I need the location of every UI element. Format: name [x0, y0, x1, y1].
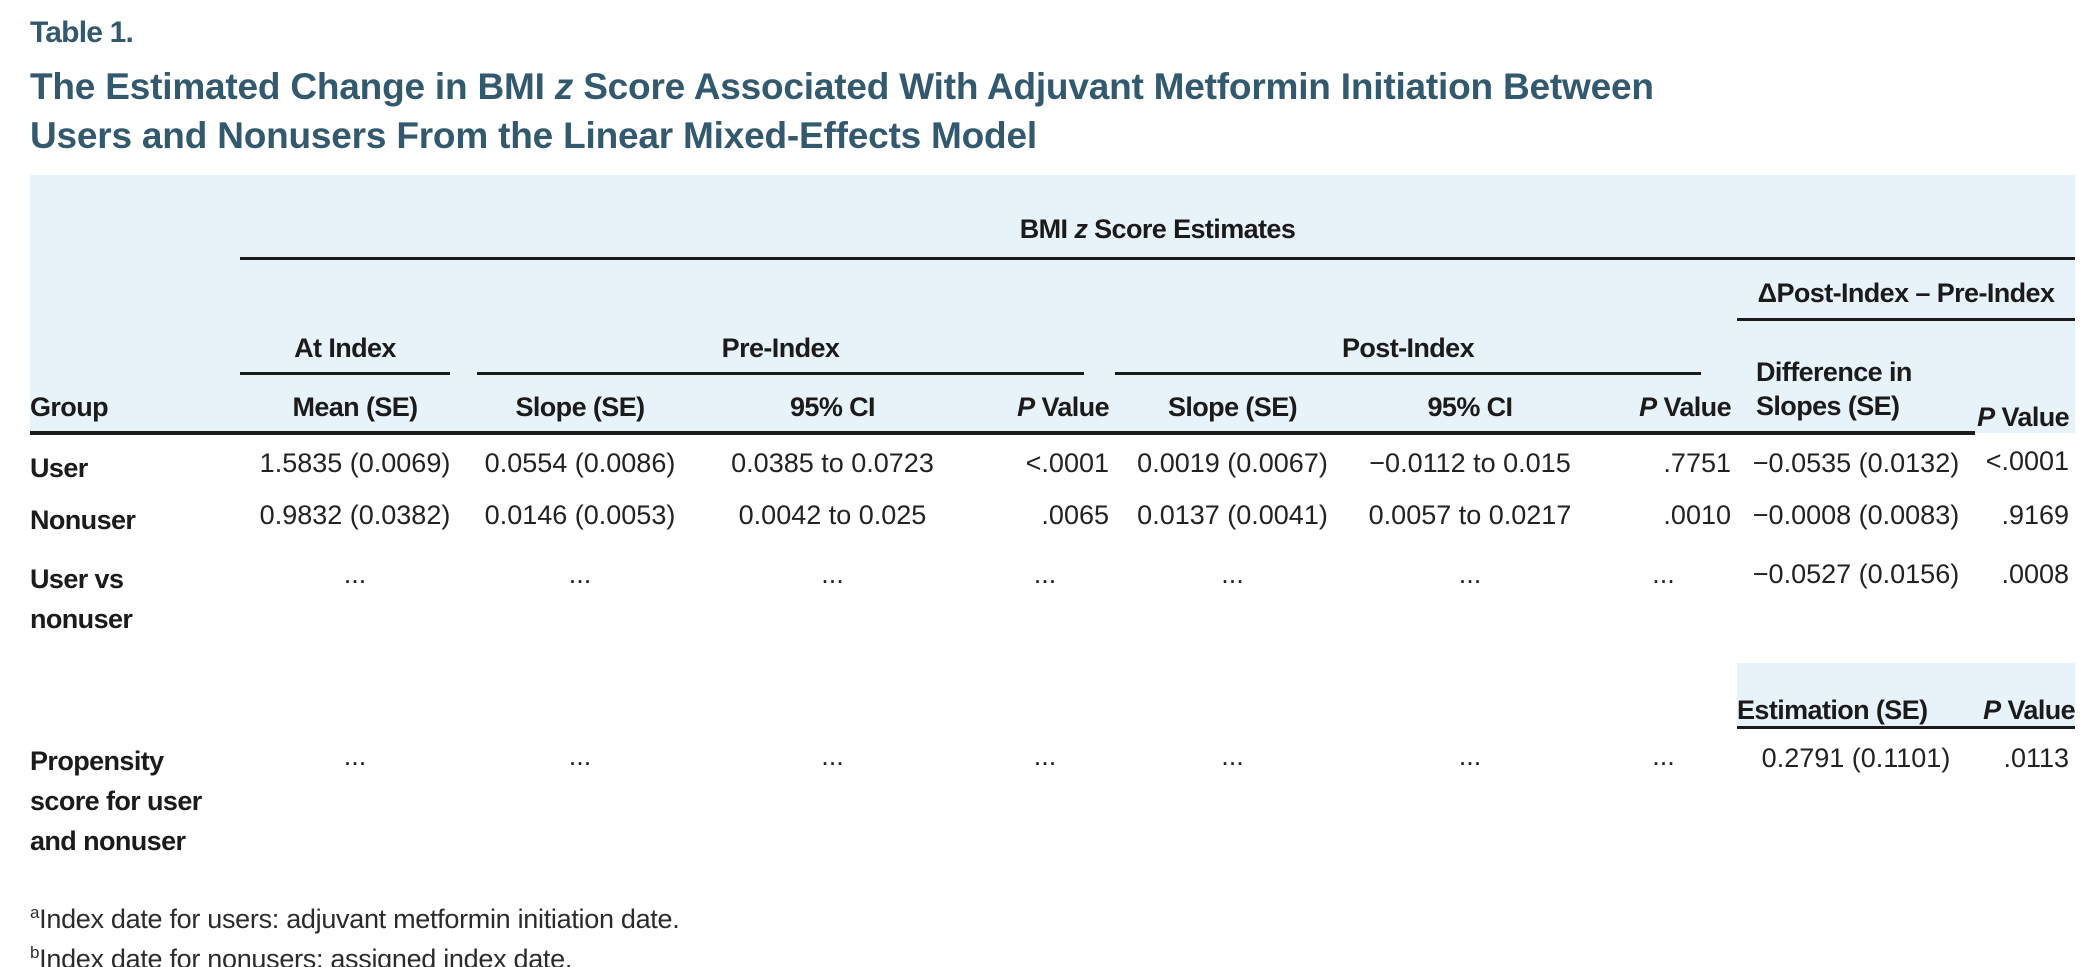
header-spacer	[30, 258, 240, 320]
cell-prop-post-slope: ...	[1221, 741, 1244, 771]
estimation-subheader-row: Estimation (SE) P Value	[30, 662, 2076, 729]
cell-prop-mean: ...	[343, 741, 367, 771]
header-slope-se-post: Slope (SE)	[1115, 374, 1350, 435]
cell-nonuser-post-slope: 0.0137 (0.0041)	[1137, 499, 1328, 530]
header-difference-in-slopes: Difference in Slopes (SE)	[1737, 319, 1975, 435]
header-mean-se: Mean (SE)	[240, 374, 470, 435]
header-delta-post-minus-pre: ΔPost-Index – Pre-Index	[1737, 258, 2076, 321]
header-p-value-pre: P Value	[975, 374, 1115, 435]
cell-user-pre-ci: 0.0385 to 0.0723	[731, 447, 934, 478]
cell-prop-estimation: 0.2791 (0.1101)	[1761, 742, 1951, 773]
cell-uvn-pre-p: ...	[1033, 558, 1057, 589]
cell-user-post-slope: 0.0019 (0.0067)	[1137, 447, 1328, 478]
header-pre-index: Pre-Index	[470, 319, 1115, 375]
cell-uvn-diff-p: .0008	[2001, 558, 2070, 589]
cell-user-diff-p: <.0001	[1985, 445, 2070, 476]
cell-user-post-p: .7751	[1663, 447, 1731, 478]
cell-uvn-mean: ...	[343, 558, 367, 589]
row-label-nonuser: Nonuser	[30, 504, 136, 535]
header-ci-pre: 95% CI	[690, 374, 975, 435]
cell-uvn-pre-ci: ...	[821, 558, 844, 589]
cell-uvn-post-ci: ...	[1458, 558, 1482, 589]
cell-nonuser-post-ci: 0.0057 to 0.0217	[1368, 499, 1572, 530]
footnote-marker-a: a	[30, 903, 40, 922]
table-header: BMI z Score Estimates ΔPost-Index – Pre-…	[30, 175, 2076, 435]
table-content: Table 1. The Estimated Change in BMI z S…	[30, 0, 2076, 967]
header-ci-post: 95% CI	[1350, 374, 1590, 435]
cell-prop-post-ci: ...	[1458, 741, 1482, 771]
footnotes: aIndex date for users: adjuvant metformi…	[30, 899, 2075, 967]
cell-uvn-diff-slopes: −0.0527 (0.0156)	[1752, 558, 1960, 589]
row-label-user: User	[30, 452, 88, 483]
cell-uvn-pre-slope: ...	[568, 558, 592, 589]
cell-uvn-post-slope: ...	[1221, 558, 1244, 589]
header-spacer	[30, 319, 240, 375]
footnote-a: aIndex date for users: adjuvant metformi…	[30, 903, 680, 934]
data-table: BMI z Score Estimates ΔPost-Index – Pre-…	[30, 175, 2076, 872]
header-p-value-post: P Value	[1590, 374, 1737, 435]
cell-prop-pre-p: ...	[1033, 741, 1057, 771]
table-row-propensity: Propensity score for user and nonuser ..…	[30, 727, 2075, 871]
table-row-user-vs-nonuser: User vs nonuser ... ... ... ... ... ... …	[30, 546, 2075, 663]
cell-user-pre-slope: 0.0554 (0.0086)	[484, 447, 676, 478]
cell-user-pre-p: <.0001	[1025, 447, 1109, 478]
cell-user-diff-slopes: −0.0535 (0.0132)	[1752, 447, 1960, 478]
cell-prop-pre-slope: ...	[568, 741, 592, 771]
cell-prop-pre-ci: ...	[821, 741, 844, 771]
table-row-nonuser: Nonuser 0.9832 (0.0382) 0.0146 (0.0053) …	[30, 494, 2075, 546]
header-at-index: At Index	[240, 319, 470, 375]
header-group: Group	[30, 374, 240, 435]
header-p-value-delta: P Value	[1975, 319, 2076, 433]
table-title: The Estimated Change in BMI z Score Asso…	[30, 62, 2030, 160]
cell-nonuser-pre-slope: 0.0146 (0.0053)	[484, 499, 676, 530]
cell-nonuser-mean: 0.9832 (0.0382)	[259, 499, 451, 530]
footnote-b: bIndex date for nonusers: assigned index…	[30, 943, 573, 967]
row-label-user-vs-nonuser: User vs nonuser	[30, 563, 133, 634]
title-z-italic: z	[554, 66, 574, 107]
cell-nonuser-pre-p: .0065	[1041, 499, 1109, 530]
header-slope-se-pre: Slope (SE)	[470, 374, 690, 435]
header-empty-corner	[30, 175, 240, 259]
cell-nonuser-pre-ci: 0.0042 to 0.025	[738, 499, 927, 530]
cell-uvn-post-p: ...	[1652, 558, 1675, 589]
cell-nonuser-post-p: .0010	[1663, 499, 1731, 530]
cell-prop-post-p: ...	[1652, 741, 1675, 771]
cell-user-mean: 1.5835 (0.0069)	[259, 447, 451, 478]
title-line1: The Estimated Change in BMI z Score Asso…	[30, 66, 1654, 107]
cell-prop-p: .0113	[2003, 742, 2070, 773]
subheader-estimation-se: Estimation (SE)	[1737, 662, 1975, 729]
table-number-label: Table 1.	[30, 16, 134, 49]
header-spacer	[240, 258, 1737, 320]
cell-nonuser-diff-p: .9169	[2001, 499, 2070, 530]
header-post-index: Post-Index	[1115, 319, 1737, 375]
table-row-user: User 1.5835 (0.0069) 0.0554 (0.0086) 0.0…	[30, 433, 2075, 494]
table-body: User 1.5835 (0.0069) 0.0554 (0.0086) 0.0…	[30, 433, 2076, 872]
footnote-marker-b: b	[30, 943, 40, 962]
cell-nonuser-diff-slopes: −0.0008 (0.0083)	[1752, 499, 1960, 530]
cell-user-post-ci: −0.0112 to 0.015	[1369, 447, 1571, 478]
title-line2: Users and Nonusers From the Linear Mixed…	[30, 115, 1037, 156]
estimation-subheader-spacer	[30, 663, 1737, 728]
header-bmi-z-score-estimates: BMI z Score Estimates	[240, 175, 2076, 260]
subheader-p-value: P Value	[1975, 662, 2076, 729]
row-label-propensity: Propensity score for user and nonuser	[30, 746, 202, 856]
